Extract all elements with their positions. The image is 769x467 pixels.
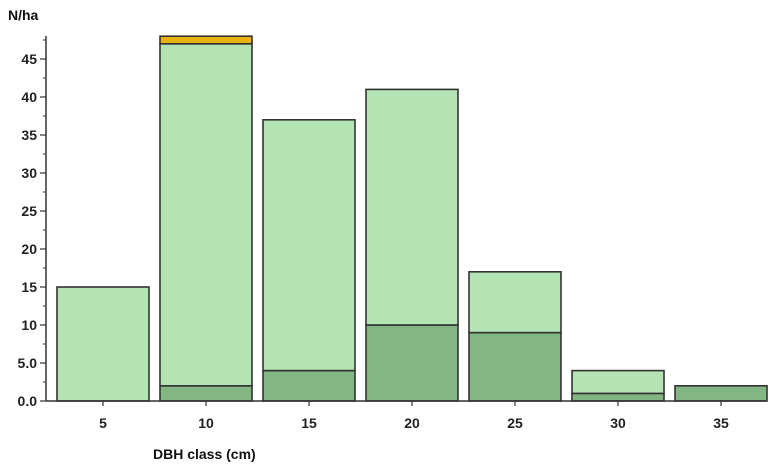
x-tick-label-30: 30 [610,415,626,431]
y-tick-label-10: 10 [21,317,37,333]
y-tick-label-40: 40 [21,89,37,105]
x-tick-label-15: 15 [301,415,317,431]
y-tick-label-30: 30 [21,165,37,181]
bars [56,35,768,402]
bar-segment-5-series-1 [56,286,150,402]
bar-segment-10-series-2 [159,35,253,45]
x-tick-label-5: 5 [99,415,107,431]
y-axis: 0.0 5.0 10 15 20 25 30 35 40 45 [18,36,47,409]
y-tick-label-0: 0.0 [18,393,38,409]
bar-segment-30-series-1 [571,369,665,395]
bar-segment-20-series-0 [365,324,459,402]
y-axis-title: N/ha [8,7,39,23]
x-tick-label-10: 10 [198,415,214,431]
x-tick-label-20: 20 [404,415,420,431]
bar-segment-20-series-1 [365,88,459,326]
y-tick-label-15: 15 [21,279,37,295]
y-tick-label-25: 25 [21,203,37,219]
bar-segment-30-series-0 [571,392,665,402]
y-tick-label-20: 20 [21,241,37,257]
y-tick-label-35: 35 [21,127,37,143]
bar-segment-10-series-1 [159,42,253,387]
y-tick-label-45: 45 [21,51,37,67]
bar-segment-15-series-1 [262,119,356,372]
y-tick-label-5: 5.0 [18,355,38,371]
x-tick-label-25: 25 [507,415,523,431]
bar-segment-15-series-0 [262,369,356,402]
x-tick-label-35: 35 [713,415,729,431]
bar-segment-35-series-0 [674,384,768,402]
bar-segment-25-series-1 [468,270,562,334]
x-axis-title: DBH class (cm) [153,446,256,462]
x-axis: 5 10 15 20 25 30 35 [46,400,766,431]
bar-segment-25-series-0 [468,331,562,402]
bar-segment-10-series-0 [159,384,253,402]
